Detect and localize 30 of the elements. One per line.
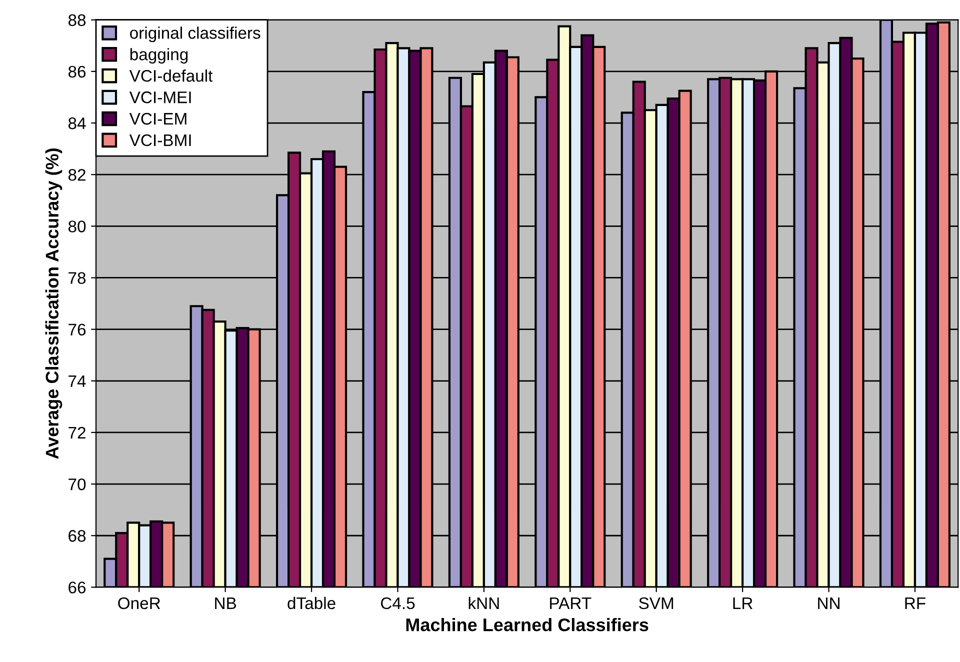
- legend-label: VCI-BMI: [129, 134, 191, 146]
- x-axis-title: Machine Learned Classifiers: [406, 618, 648, 632]
- x-tick-label: C4.5: [380, 597, 415, 610]
- y-tick-label: 86: [68, 66, 86, 78]
- y-tick-label: 72: [68, 426, 86, 439]
- y-tick-label: 78: [68, 272, 86, 284]
- x-tick-label: SVM: [639, 597, 674, 610]
- legend-label: VCI-default: [129, 70, 213, 82]
- x-tick-label: PART: [550, 598, 592, 609]
- y-tick-label: 66: [68, 582, 86, 594]
- y-tick-label: 88: [68, 14, 86, 26]
- x-tick-label: LR: [733, 598, 752, 609]
- legend-label: bagging: [130, 48, 188, 64]
- x-tick-label: NB: [215, 598, 236, 609]
- x-tick-label: kNN: [468, 596, 499, 609]
- legend-label: VCI-MEI: [129, 91, 191, 104]
- x-tick-label: RF: [905, 598, 926, 609]
- legend-label: VCI-EM: [129, 112, 186, 125]
- y-tick-label: 70: [68, 478, 86, 490]
- y-axis-title: Average Classification Accuracy (%): [45, 148, 62, 459]
- x-tick-label: dTable: [288, 596, 336, 610]
- y-tick-label: 76: [68, 324, 86, 336]
- legend-label: original classifiers: [130, 26, 260, 42]
- y-tick-label: 68: [68, 530, 86, 542]
- y-tick-label: 80: [68, 220, 86, 232]
- x-tick-label: OneR: [118, 597, 160, 610]
- x-tick-label: NN: [818, 598, 840, 609]
- y-tick-label: 84: [68, 117, 86, 130]
- y-tick-label: 82: [68, 168, 86, 181]
- y-tick-label: 74: [68, 375, 86, 387]
